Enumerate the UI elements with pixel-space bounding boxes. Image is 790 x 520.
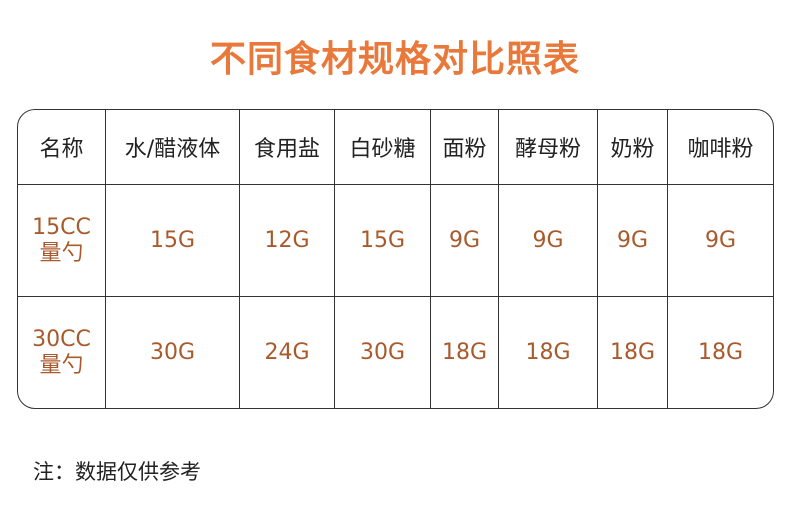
header-cell: 水/醋液体 <box>106 110 240 185</box>
value-cell: 9G <box>598 185 668 297</box>
value-cell: 18G <box>598 297 668 408</box>
row-name-cell: 15CC 量勺 <box>18 185 106 297</box>
header-cell: 奶粉 <box>598 110 668 185</box>
header-cell: 面粉 <box>431 110 499 185</box>
value-cell: 9G <box>668 185 773 297</box>
footnote: 注：数据仅供参考 <box>33 460 201 484</box>
value-cell: 30G <box>335 297 431 408</box>
value-cell: 30G <box>106 297 240 408</box>
header-cell: 名称 <box>18 110 106 185</box>
value-cell: 12G <box>240 185 335 297</box>
value-cell: 18G <box>431 297 499 408</box>
table-row: 30CC 量勺 30G 24G 30G 18G 18G 18G 18G <box>18 297 773 408</box>
value-cell: 18G <box>499 297 598 408</box>
row-name-line: 30CC <box>32 327 91 353</box>
value-cell: 9G <box>431 185 499 297</box>
page-title: 不同食材规格对比照表 <box>209 39 580 80</box>
value-cell: 15G <box>106 185 240 297</box>
header-cell: 白砂糖 <box>335 110 431 185</box>
row-name-line: 量勺 <box>39 240 84 266</box>
header-cell: 酵母粉 <box>499 110 598 185</box>
row-name-cell: 30CC 量勺 <box>18 297 106 408</box>
header-row: 名称 水/醋液体 食用盐 白砂糖 面粉 酵母粉 奶粉 咖啡粉 <box>18 110 773 185</box>
value-cell: 15G <box>335 185 431 297</box>
comparison-table: 名称 水/醋液体 食用盐 白砂糖 面粉 酵母粉 奶粉 咖啡粉 15CC 量勺 15G 12G 15G 9… <box>17 109 774 409</box>
value-cell: 9G <box>499 185 598 297</box>
value-cell: 18G <box>697 340 744 365</box>
row-name-line: 量勺 <box>39 352 84 378</box>
row-name-line: 15CC <box>32 215 91 241</box>
table-row: 15CC 量勺 15G 12G 15G 9G 9G 9G 9G <box>18 185 773 297</box>
header-cell: 食用盐 <box>240 110 335 185</box>
value-cell: 24G <box>240 297 335 408</box>
header-cell: 咖啡粉 <box>668 110 773 185</box>
